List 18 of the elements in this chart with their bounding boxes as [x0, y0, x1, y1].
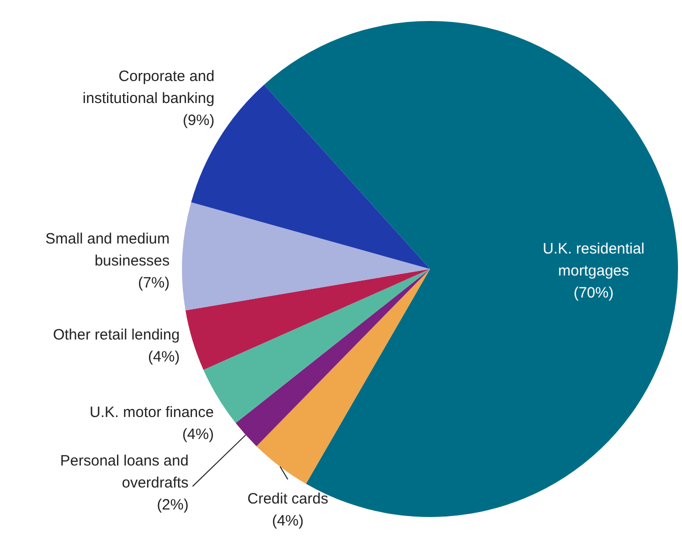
pie-slice — [182, 202, 430, 310]
slice-label: Personal loans and overdrafts — [60, 452, 189, 492]
data-label: (4%) — [148, 348, 180, 366]
slice-label: U.K. residential mortgages — [542, 240, 644, 280]
slice-label: Corporate and institutional banking — [82, 68, 214, 107]
data-label: (70%) — [574, 284, 614, 302]
pie-slice — [256, 269, 430, 484]
slice-label: U.K. motor finance — [90, 404, 214, 422]
data-label: (7%) — [138, 274, 170, 292]
pie-slice — [185, 269, 430, 370]
slice-label: Small and medium businesses — [45, 230, 170, 270]
data-label: (4%) — [182, 426, 214, 444]
data-label: (4%) — [272, 512, 304, 530]
data-label: (9%) — [182, 112, 214, 129]
slice-label: Other retail lending — [52, 326, 180, 344]
data-label: (2%) — [156, 496, 189, 514]
pie-slice — [236, 269, 430, 446]
slice-label: Credit cards — [247, 490, 328, 508]
